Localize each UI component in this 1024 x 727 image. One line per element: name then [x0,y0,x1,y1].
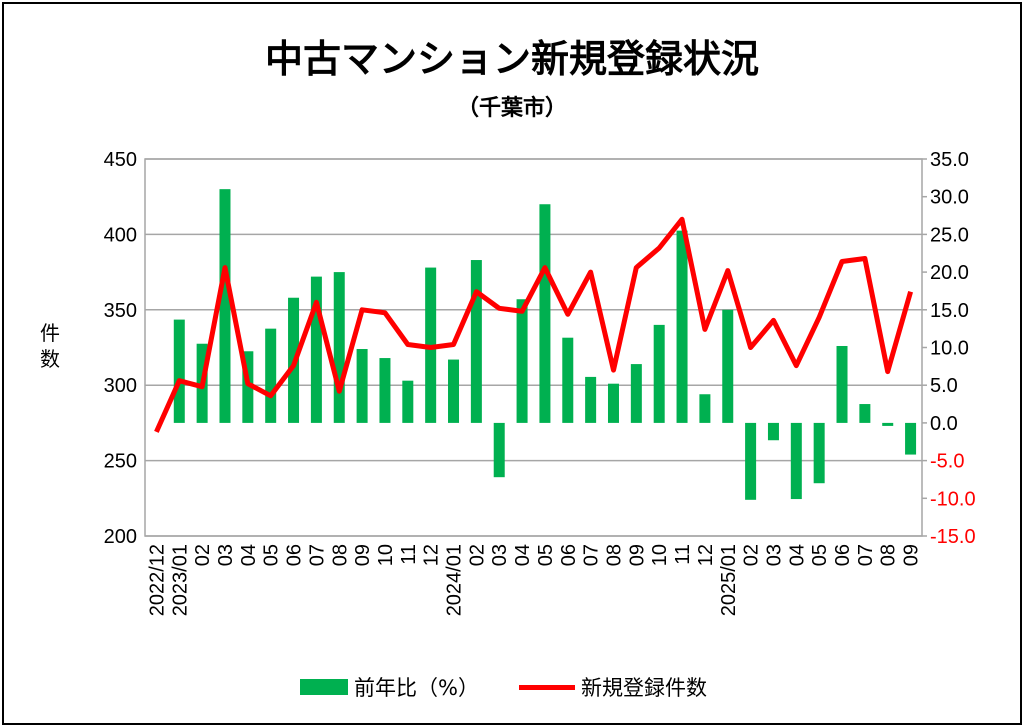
y-axis-label: 件数 [40,321,60,371]
x-tick-label: 02 [466,544,488,566]
x-tick-label: 12 [421,544,443,566]
x-tick-label: 05 [261,544,283,566]
chart-subtitle: （千葉市） [456,96,567,121]
legend-line-label: 新規登録件数 [580,676,707,700]
x-tick-label: 04 [786,544,808,566]
plot-border [144,158,923,537]
x-tick-label: 2025/01 [718,544,740,616]
right-tick-label: -5.0 [930,451,964,473]
bar [539,204,551,423]
left-tick-label: 200 [104,526,137,548]
x-tick-label: 08 [603,544,625,566]
x-tick-label: 12 [695,544,717,566]
x-tick-label: 04 [238,544,260,566]
x-tick-label: 09 [901,544,923,566]
legend-line-swatch [518,684,575,690]
x-tick-label: 11 [398,544,420,565]
x-tick-label: 05 [535,544,557,566]
bar [653,324,665,423]
chart-title: 中古マンション新規登録状況 [264,37,759,81]
bar [859,404,871,423]
bar [585,376,597,423]
left-tick-label: 250 [104,451,137,473]
bar [836,345,848,423]
x-tick-label: 07 [855,544,877,566]
bar [562,337,574,423]
bar [767,422,779,441]
bar [607,383,619,423]
bar [905,422,917,455]
bar [630,364,642,423]
x-tick-label: 09 [352,544,374,566]
right-tick-label: 30.0 [930,187,969,209]
x-tick-label: 10 [375,544,397,566]
x-tick-label: 02 [192,544,214,566]
x-tick-label: 06 [832,544,854,566]
legend-bar-label: 前年比（%） [354,676,479,700]
left-tick-label: 350 [104,300,137,322]
x-tick-label: 11 [672,544,694,565]
bar [722,309,734,423]
bar [356,349,368,423]
x-tick-label: 05 [809,544,831,566]
right-tick-label: 0.0 [930,413,958,435]
x-tick-label: 07 [581,544,603,566]
x-tick-label: 2024/01 [444,544,466,616]
x-tick-label: 08 [329,544,351,566]
x-tick-label: 07 [306,544,328,566]
right-tick-label: 5.0 [930,375,958,397]
x-tick-label: 2022/12 [146,544,168,616]
x-tick-label: 03 [215,544,237,566]
x-tick-label: 09 [626,544,648,566]
x-tick-label: 02 [741,544,763,566]
x-tick-label: 08 [878,544,900,566]
right-tick-label: 20.0 [930,262,969,284]
bar [813,422,825,484]
left-tick-label: 450 [104,149,137,171]
bar [676,230,688,423]
right-tick-label: 35.0 [930,149,969,171]
x-tick-label: 2023/01 [169,544,191,616]
bar [516,299,528,423]
bar [379,358,391,423]
legend: 前年比（%） 新規登録件数 [300,672,707,702]
bar [493,422,505,478]
right-tick-label: 25.0 [930,224,969,246]
bar [333,272,345,423]
right-tick-label: -10.0 [930,488,976,510]
x-tick-label: 06 [558,544,580,566]
bar [265,328,277,423]
bar [699,394,711,423]
legend-bar-swatch [300,679,348,695]
right-tick-label: -15.0 [930,526,976,548]
bar [882,422,894,426]
x-tick-label: 03 [763,544,785,566]
x-tick-label: 04 [512,544,534,566]
x-tick-label: 03 [489,544,511,566]
left-tick-label: 400 [104,224,137,246]
bar [219,189,231,423]
left-tick-label: 300 [104,375,137,397]
bar [310,276,322,423]
bar [745,422,757,500]
x-tick-label: 10 [649,544,671,566]
x-tick-label: 06 [284,544,306,566]
bar [448,359,460,423]
right-tick-label: 10.0 [930,338,969,360]
right-tick-label: 15.0 [930,300,969,322]
bar [402,380,414,423]
bar [470,260,482,423]
bar [242,351,254,423]
line-series [154,216,914,433]
bar [173,319,185,423]
bar [790,422,802,500]
